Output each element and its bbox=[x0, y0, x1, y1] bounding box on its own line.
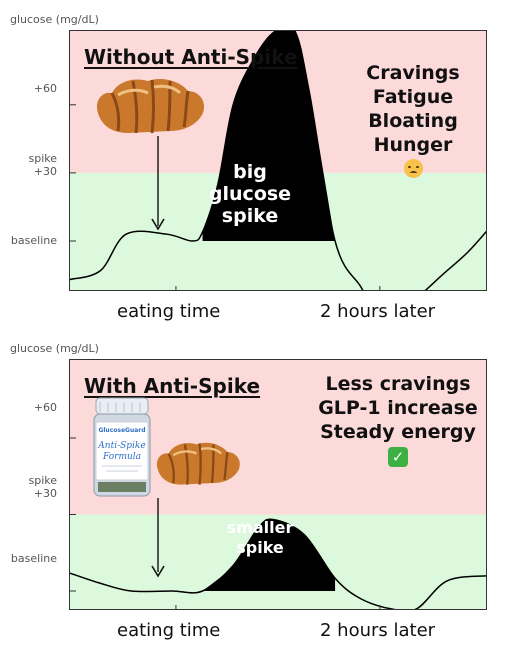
spike-label: smaller spike bbox=[215, 518, 305, 558]
spike-label-line: glucose bbox=[208, 183, 292, 205]
effects-list: Less cravings GLP-1 increase Steady ener… bbox=[316, 372, 480, 468]
sad-face-icon bbox=[403, 159, 423, 178]
spike-area bbox=[202, 519, 336, 591]
x-tick-eating: eating time bbox=[117, 620, 221, 641]
y-axis-label: glucose (mg/dL) bbox=[10, 342, 99, 355]
chart-with-anti-spike: glucose (mg/dL) +60 spike +30 baseline W… bbox=[0, 329, 507, 654]
spike-area bbox=[202, 31, 336, 241]
glucose-line bbox=[70, 31, 486, 290]
plot-area: With Anti-Spike Less cravings GLP-1 incr… bbox=[69, 359, 487, 610]
y-axis-label: glucose (mg/dL) bbox=[10, 13, 99, 26]
effect-item: Cravings bbox=[366, 62, 460, 84]
x-tick-later: 2 hours later bbox=[320, 301, 436, 322]
supplement-bottle-icon: GlucoseGuard Anti-Spike Formula bbox=[93, 397, 151, 497]
panel-title: With Anti-Spike bbox=[84, 374, 261, 398]
x-tick-eating: eating time bbox=[117, 301, 221, 322]
y-tick-60: +60 bbox=[33, 401, 57, 414]
bottle-brand: GlucoseGuard bbox=[98, 427, 145, 434]
y-tick-baseline: baseline bbox=[10, 552, 57, 565]
spike-label-line: big bbox=[233, 161, 267, 183]
effects-list: Cravings Fatigue Bloating Hunger bbox=[348, 61, 478, 184]
eating-arrow bbox=[151, 136, 165, 231]
check-mark-icon: ✓ bbox=[388, 447, 408, 467]
effect-item: Bloating bbox=[368, 110, 458, 132]
bottle-name: Anti-Spike bbox=[97, 441, 145, 451]
croissant-icon bbox=[96, 79, 205, 134]
chart-without-anti-spike: glucose (mg/dL) +60 spike +30 baseline W… bbox=[0, 0, 507, 325]
effect-item: Hunger bbox=[373, 134, 453, 156]
effect-item: Steady energy bbox=[320, 421, 476, 443]
y-tick-60: +60 bbox=[33, 82, 57, 95]
y-tick-spike: spike +30 bbox=[28, 474, 57, 500]
croissant-icon bbox=[156, 442, 240, 485]
plot-area: Without Anti-Spike Cravings Fatigue Bloa… bbox=[69, 30, 487, 291]
effect-item: Fatigue bbox=[372, 86, 454, 108]
spike-label-line: smaller bbox=[226, 518, 294, 537]
bottle-subname: Formula bbox=[102, 452, 141, 462]
glucose-line bbox=[70, 518, 486, 609]
y-tick-spike: spike +30 bbox=[28, 152, 57, 178]
panel-title: Without Anti-Spike bbox=[84, 45, 298, 69]
spike-label: big glucose spike bbox=[200, 161, 300, 227]
eating-arrow bbox=[151, 498, 165, 578]
x-tick-later: 2 hours later bbox=[320, 620, 436, 641]
chart-svg bbox=[70, 31, 486, 290]
effect-item: Less cravings bbox=[325, 373, 471, 395]
y-tick-baseline: baseline bbox=[10, 234, 57, 247]
effect-item: GLP-1 increase bbox=[318, 397, 478, 419]
spike-label-line: spike bbox=[236, 538, 284, 557]
spike-label-line: spike bbox=[221, 205, 279, 227]
